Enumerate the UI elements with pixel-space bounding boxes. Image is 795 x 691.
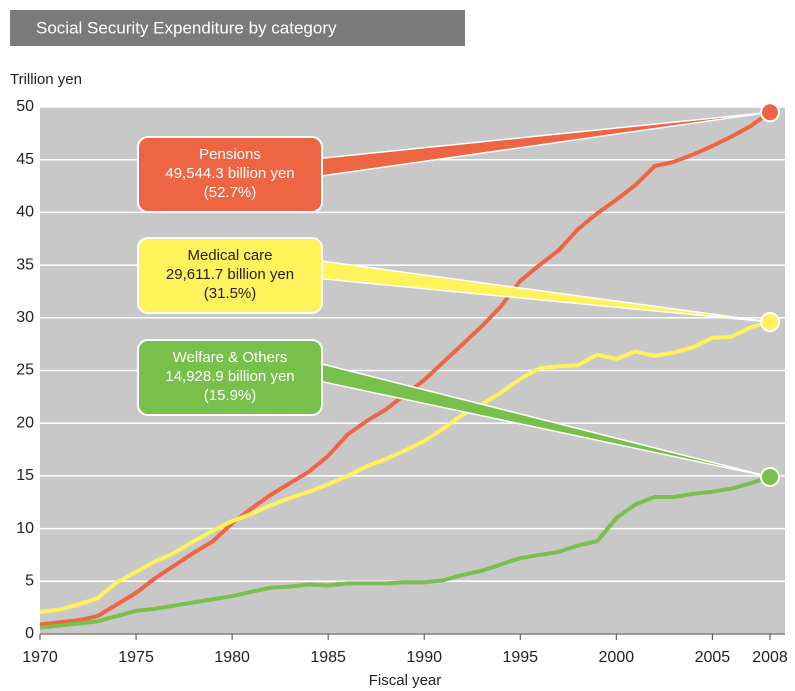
callout-text: 49,544.3 billion yen: [165, 165, 294, 182]
y-tick-label: 40: [16, 204, 34, 221]
x-tick-label: 2008: [752, 649, 788, 666]
x-tick-label: 1975: [118, 649, 154, 666]
y-tick-label: 0: [25, 625, 34, 642]
y-tick-label: 15: [16, 467, 34, 484]
end-marker: [760, 102, 780, 123]
y-tick-label: 35: [16, 256, 34, 273]
x-tick-label: 1970: [22, 649, 58, 666]
callout-text: 14,928.9 billion yen: [165, 368, 294, 385]
y-tick-label: 25: [16, 362, 34, 379]
y-tick-label: 5: [25, 573, 34, 590]
series-line: [39, 320, 771, 614]
x-axis-label: Fiscal year: [369, 672, 442, 689]
callout-text: (52.7%): [204, 184, 257, 201]
chart-title: Social Security Expenditure by category: [36, 18, 337, 37]
x-tick-label: 1980: [214, 649, 250, 666]
callout-text: (15.9%): [204, 387, 257, 404]
x-tick-label: 1990: [406, 649, 442, 666]
callout-text: Welfare & Others: [173, 349, 288, 366]
series-line: [39, 475, 771, 630]
y-tick-label: 20: [16, 414, 34, 431]
title-bar: [10, 10, 465, 46]
y-tick-label: 30: [16, 309, 34, 326]
y-axis-label: Trillion yen: [10, 71, 82, 88]
callout-text: 29,611.7 billion yen: [166, 266, 294, 283]
callout-text: (31.5%): [204, 285, 257, 302]
callout-box: [137, 237, 323, 314]
x-tick-label: 2005: [695, 649, 731, 666]
x-tick-label: 1985: [310, 649, 346, 666]
end-marker: [760, 466, 780, 487]
callout-text: Medical care: [187, 247, 272, 264]
y-tick-label: 50: [16, 98, 34, 115]
end-marker: [760, 312, 780, 333]
callout-box: [137, 339, 323, 416]
callout-box: [137, 136, 323, 213]
y-tick-label: 45: [16, 151, 34, 168]
callout-text: Pensions: [199, 146, 261, 163]
x-tick-label: 1995: [502, 649, 538, 666]
x-tick-label: 2000: [599, 649, 635, 666]
y-tick-label: 10: [16, 520, 34, 537]
